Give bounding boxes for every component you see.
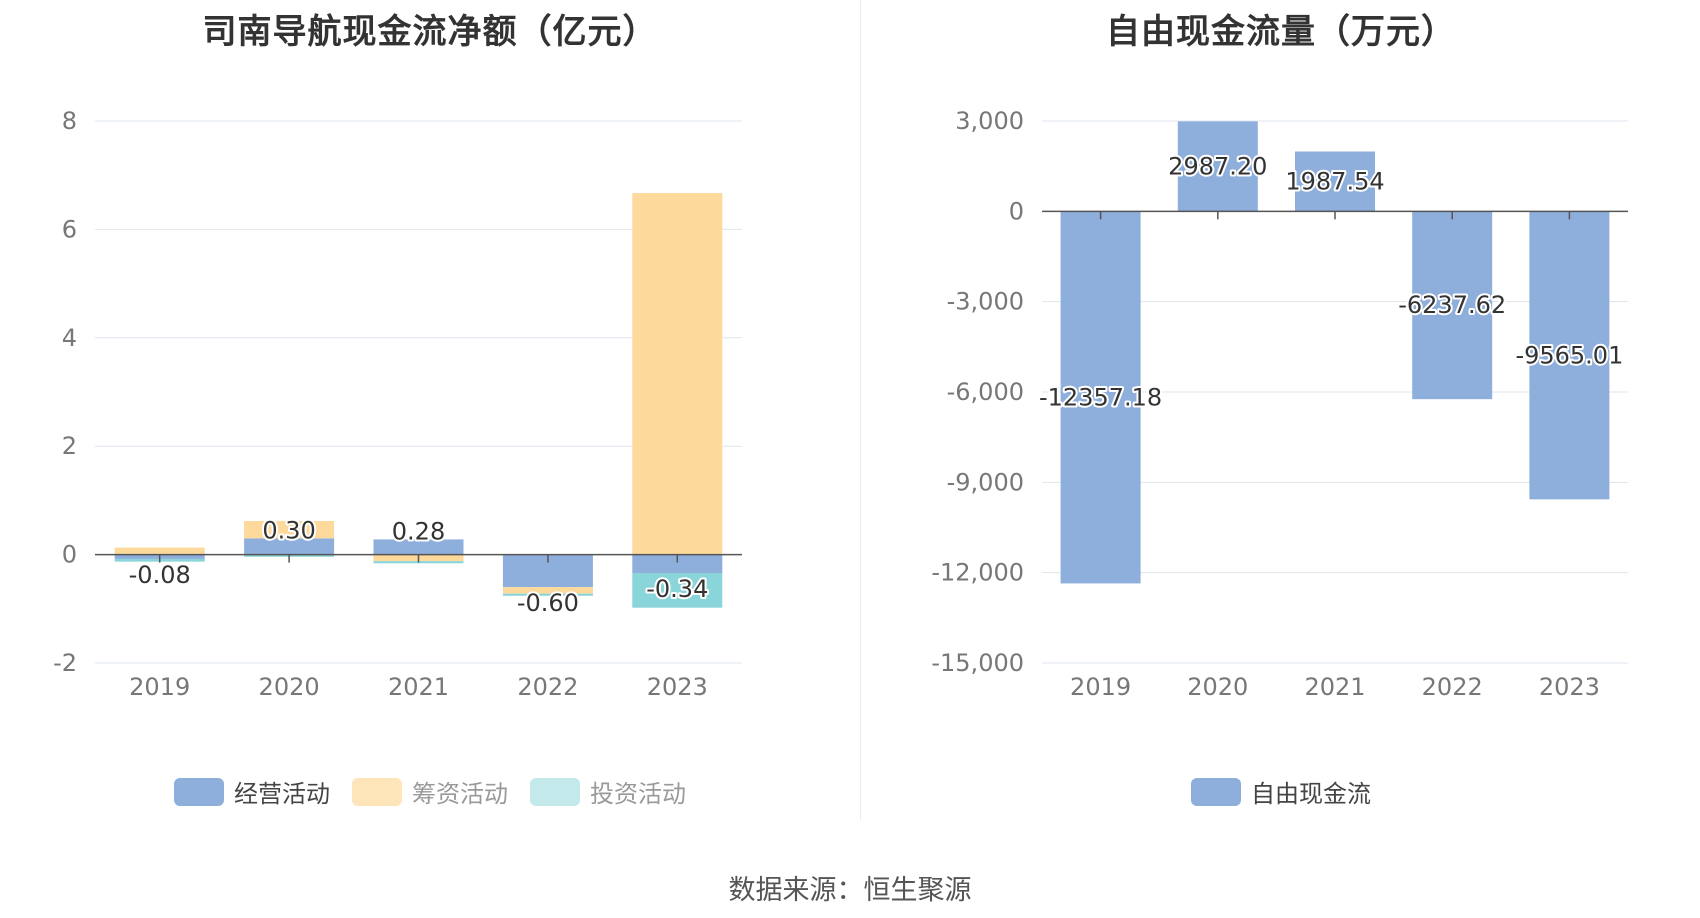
cash-flow-chart-panel: 司南导航现金流净额（亿元） 8 6 4 2 0 -2 2019 2020 2021 2022 202… bbox=[0, 0, 860, 830]
y-tick-label: 8 bbox=[62, 107, 77, 135]
bar-2022-3 bbox=[502, 593, 593, 596]
x-tick-label: 2023 bbox=[647, 673, 708, 701]
bar-2019-1 bbox=[1060, 211, 1141, 584]
legend-label: 经营活动 bbox=[234, 780, 330, 808]
data-label: -0.60 bbox=[517, 589, 579, 617]
y-tick-label: 6 bbox=[62, 215, 77, 243]
data-source: 数据来源：恒生聚源 bbox=[728, 875, 972, 906]
legend-label: 筹资活动 bbox=[412, 780, 508, 808]
legend-item[interactable]: 投资活动 bbox=[530, 774, 686, 809]
bar-2021-1 bbox=[373, 539, 464, 555]
free-cash-flow-chart: 3,000 0 -3,000 -6,000 -9,000 -12,000 -15,000 20… bbox=[931, 107, 1628, 701]
y-tick-label: 0 bbox=[1009, 197, 1024, 225]
legend: 经营活动 筹资活动 投资活动 bbox=[0, 774, 860, 809]
y-tick-label: -12,000 bbox=[931, 559, 1024, 587]
chart-title: 自由现金流量（万元） bbox=[1106, 12, 1456, 52]
x-tick-label: 2022 bbox=[517, 673, 578, 701]
legend-label: 自由现金流 bbox=[1251, 780, 1371, 808]
legend-swatch bbox=[174, 777, 224, 806]
y-tick-label: -6,000 bbox=[947, 378, 1024, 406]
data-label: -6237.62 bbox=[1398, 291, 1506, 319]
y-tick-label: -2 bbox=[53, 649, 77, 677]
x-tick-label: 2021 bbox=[1304, 673, 1365, 701]
cash-flow-chart: 8 6 4 2 0 -2 2019 2020 2021 2022 2023 -0.08 0.30 0.28… bbox=[53, 107, 742, 701]
legend-item[interactable]: 经营活动 bbox=[174, 774, 330, 809]
data-label: -0.34 bbox=[646, 575, 708, 603]
data-label: -9565.01 bbox=[1515, 341, 1623, 369]
y-tick-label: -15,000 bbox=[931, 649, 1024, 677]
y-tick-label: 3,000 bbox=[955, 107, 1024, 135]
legend: 自由现金流 bbox=[862, 774, 1700, 809]
data-label: -12357.18 bbox=[1039, 383, 1162, 411]
chart-title: 司南导航现金流净额（亿元） bbox=[202, 12, 658, 52]
bar-2021-1 bbox=[1295, 151, 1375, 212]
x-tick-label: 2019 bbox=[1070, 673, 1131, 701]
y-tick-label: -9,000 bbox=[947, 468, 1024, 496]
y-tick-label: 4 bbox=[62, 324, 77, 352]
legend-swatch bbox=[352, 777, 402, 806]
x-tick-label: 2020 bbox=[259, 673, 320, 701]
data-label: 0.28 bbox=[392, 517, 445, 545]
panel-divider bbox=[860, 0, 861, 820]
x-tick-label: 2023 bbox=[1539, 673, 1600, 701]
y-tick-label: 0 bbox=[62, 541, 77, 569]
bar-2023-2 bbox=[632, 193, 723, 555]
legend-item[interactable]: 筹资活动 bbox=[352, 774, 508, 809]
bar-2023-1 bbox=[1529, 211, 1610, 500]
legend-swatch bbox=[1191, 777, 1241, 806]
bar-2020-1 bbox=[1177, 121, 1258, 212]
bar-2022-1 bbox=[1412, 211, 1493, 400]
legend-item[interactable]: 自由现金流 bbox=[1191, 774, 1371, 809]
bar-2023-1 bbox=[632, 554, 723, 574]
legend-label: 投资活动 bbox=[590, 780, 686, 808]
x-tick-label: 2020 bbox=[1187, 673, 1248, 701]
x-tick-label: 2022 bbox=[1422, 673, 1483, 701]
bar-2020-2 bbox=[244, 520, 335, 539]
bar-2023-3 bbox=[632, 573, 723, 608]
bar-2022-2 bbox=[502, 587, 593, 594]
data-label: 0.30 bbox=[262, 516, 315, 544]
data-label: 1987.54 bbox=[1285, 167, 1384, 195]
bar-2020-1 bbox=[244, 538, 335, 555]
x-tick-label: 2021 bbox=[388, 673, 449, 701]
y-tick-label: -3,000 bbox=[947, 288, 1024, 316]
x-tick-label: 2019 bbox=[129, 673, 190, 701]
y-tick-label: 2 bbox=[62, 432, 77, 460]
data-label: 2987.20 bbox=[1168, 152, 1267, 180]
data-label: -0.08 bbox=[129, 561, 191, 589]
bar-2019-2 bbox=[114, 547, 205, 555]
free-cash-flow-chart-panel: 自由现金流量（万元） 3,000 0 -3,000 -6,000 -9,000 -12,0… bbox=[862, 0, 1700, 830]
legend-swatch bbox=[530, 777, 580, 806]
